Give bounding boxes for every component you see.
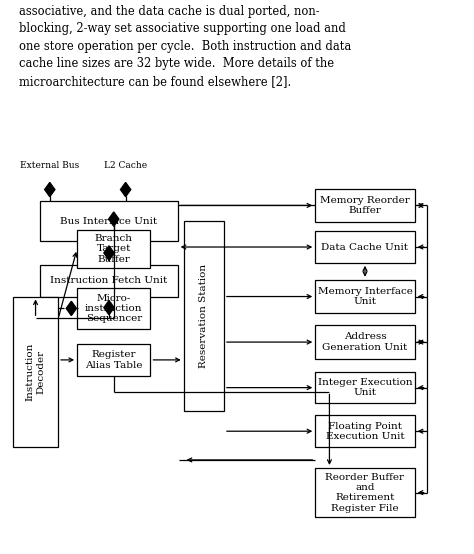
Bar bbox=[77, 288, 151, 329]
Text: Memory Reorder
Buffer: Memory Reorder Buffer bbox=[320, 196, 410, 215]
Text: Address
Generation Unit: Address Generation Unit bbox=[322, 332, 408, 352]
Text: External Bus: External Bus bbox=[20, 161, 79, 170]
Polygon shape bbox=[104, 246, 114, 260]
Bar bbox=[40, 202, 178, 241]
Text: Reservation Station: Reservation Station bbox=[200, 264, 208, 368]
Text: Floating Point
Execution Unit: Floating Point Execution Unit bbox=[326, 422, 404, 441]
Bar bbox=[315, 231, 415, 263]
Bar bbox=[315, 325, 415, 359]
Bar bbox=[315, 188, 415, 222]
Text: Register
Alias Table: Register Alias Table bbox=[85, 350, 143, 370]
Text: Micro-
instruction
Sequencer: Micro- instruction Sequencer bbox=[85, 294, 143, 324]
Bar bbox=[77, 344, 151, 376]
Bar bbox=[315, 280, 415, 314]
Bar bbox=[40, 265, 178, 296]
Bar bbox=[13, 296, 58, 447]
Polygon shape bbox=[109, 212, 119, 226]
Bar bbox=[315, 468, 415, 517]
Bar bbox=[315, 416, 415, 447]
Bar bbox=[184, 221, 224, 412]
Text: Integer Execution
Unit: Integer Execution Unit bbox=[318, 378, 412, 397]
Polygon shape bbox=[45, 182, 55, 197]
Text: Bus Interface Unit: Bus Interface Unit bbox=[61, 217, 157, 226]
Text: associative, and the data cache is dual ported, non-
blocking, 2-way set associa: associative, and the data cache is dual … bbox=[19, 5, 351, 88]
Text: Reorder Buffer
and
Retirement
Register File: Reorder Buffer and Retirement Register F… bbox=[326, 473, 404, 512]
Polygon shape bbox=[66, 301, 76, 316]
Text: Instruction Fetch Unit: Instruction Fetch Unit bbox=[50, 276, 168, 285]
Bar bbox=[315, 372, 415, 403]
Text: Branch
Target
Buffer: Branch Target Buffer bbox=[95, 234, 133, 264]
Bar bbox=[77, 230, 151, 268]
Polygon shape bbox=[104, 300, 114, 315]
Text: Data Cache Unit: Data Cache Unit bbox=[321, 243, 409, 252]
Polygon shape bbox=[120, 182, 131, 197]
Text: Instruction
Decoder: Instruction Decoder bbox=[26, 342, 45, 401]
Text: Memory Interface
Unit: Memory Interface Unit bbox=[318, 287, 412, 306]
Text: L2 Cache: L2 Cache bbox=[104, 161, 147, 170]
